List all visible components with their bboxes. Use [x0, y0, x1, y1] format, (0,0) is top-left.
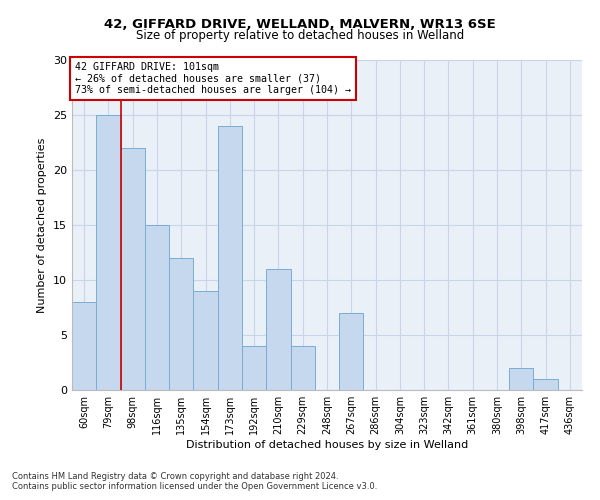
Text: 42 GIFFARD DRIVE: 101sqm
← 26% of detached houses are smaller (37)
73% of semi-d: 42 GIFFARD DRIVE: 101sqm ← 26% of detach…	[74, 62, 350, 95]
Y-axis label: Number of detached properties: Number of detached properties	[37, 138, 47, 312]
Bar	[339, 313, 364, 390]
Bar	[242, 346, 266, 390]
Bar	[96, 115, 121, 390]
Bar	[193, 291, 218, 390]
Bar	[121, 148, 145, 390]
Text: 42, GIFFARD DRIVE, WELLAND, MALVERN, WR13 6SE: 42, GIFFARD DRIVE, WELLAND, MALVERN, WR1…	[104, 18, 496, 30]
Text: Contains HM Land Registry data © Crown copyright and database right 2024.: Contains HM Land Registry data © Crown c…	[12, 472, 338, 481]
Bar	[266, 269, 290, 390]
Bar	[290, 346, 315, 390]
X-axis label: Distribution of detached houses by size in Welland: Distribution of detached houses by size …	[186, 440, 468, 450]
Bar	[218, 126, 242, 390]
Text: Size of property relative to detached houses in Welland: Size of property relative to detached ho…	[136, 29, 464, 42]
Bar	[509, 368, 533, 390]
Bar	[145, 225, 169, 390]
Bar	[72, 302, 96, 390]
Text: Contains public sector information licensed under the Open Government Licence v3: Contains public sector information licen…	[12, 482, 377, 491]
Bar	[533, 379, 558, 390]
Bar	[169, 258, 193, 390]
